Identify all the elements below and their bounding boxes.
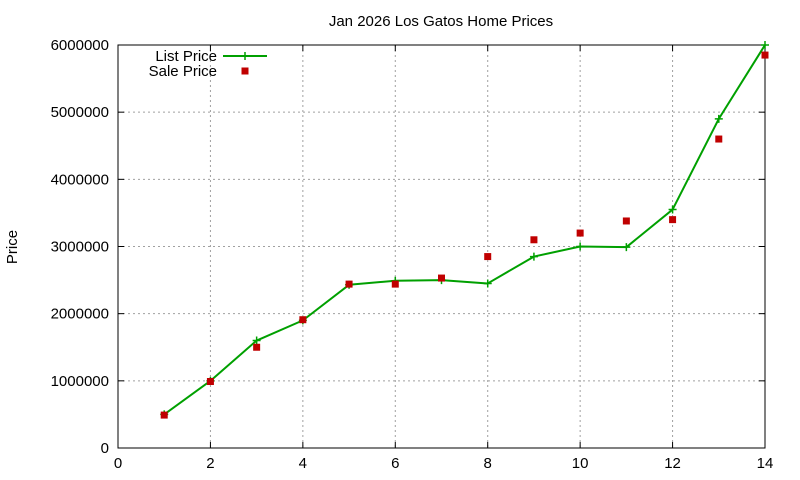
data-point-list-price <box>761 41 769 49</box>
data-point-sale-price <box>206 378 214 386</box>
y-tick-label: 4000000 <box>51 171 109 188</box>
plot-frame <box>117 44 766 449</box>
data-point-sale-price <box>299 316 307 324</box>
series-line-list-price <box>163 44 766 416</box>
data-point-list-price <box>622 243 631 252</box>
x-tick-label: 10 <box>572 455 589 472</box>
y-tick-label: 3000000 <box>51 239 109 256</box>
x-tick-label: 6 <box>391 455 399 472</box>
y-tick-label: 0 <box>101 440 109 457</box>
x-tick-label: 0 <box>114 455 122 472</box>
series-sale-price <box>160 51 769 419</box>
legend-marker-sale-price <box>241 67 249 75</box>
data-point-sale-price <box>253 343 261 351</box>
legend-marker-list-price <box>241 52 249 60</box>
y-tick-label: 1000000 <box>51 373 109 390</box>
data-point-list-price <box>529 252 538 261</box>
x-tick-label: 2 <box>206 455 214 472</box>
legend-label-sale-price: Sale Price <box>149 63 217 80</box>
x-tick-label: 8 <box>484 455 492 472</box>
data-point-sale-price <box>622 217 630 225</box>
y-tick-label: 6000000 <box>51 37 109 54</box>
data-point-list-price <box>576 242 585 251</box>
x-tick-label: 4 <box>299 455 307 472</box>
x-tick-label: 14 <box>757 455 774 472</box>
tick-labels: 0 2 4 6 8 10 12 14 0 1000000 2000000 3000000 4000000… <box>51 37 774 472</box>
data-point-sale-price <box>391 280 399 288</box>
axes <box>117 44 766 449</box>
chart-title: Jan 2026 Los Gatos Home Prices <box>329 13 553 30</box>
series-layer <box>160 41 769 419</box>
data-point-list-price <box>252 336 261 345</box>
data-point-sale-price <box>715 135 723 143</box>
grid <box>118 45 765 448</box>
series-list-price <box>160 41 769 419</box>
data-point-list-price <box>483 279 492 288</box>
data-point-sale-price <box>669 216 677 224</box>
data-point-sale-price <box>438 274 445 282</box>
y-axis-label: Price <box>4 230 21 264</box>
y-tick-label: 2000000 <box>51 306 109 323</box>
data-point-sale-price <box>576 229 584 237</box>
data-point-sale-price <box>160 411 168 419</box>
x-tick-label: 12 <box>664 455 681 472</box>
data-point-sale-price <box>345 280 353 288</box>
data-point-list-price <box>668 205 677 214</box>
data-point-sale-price <box>484 253 492 261</box>
data-point-sale-price <box>761 51 769 59</box>
legend-label-list-price: List Price <box>155 48 217 65</box>
data-point-sale-price <box>530 236 538 244</box>
y-tick-label: 5000000 <box>51 104 109 121</box>
data-point-list-price <box>714 114 723 123</box>
legend: List Price Sale Price <box>149 48 267 80</box>
